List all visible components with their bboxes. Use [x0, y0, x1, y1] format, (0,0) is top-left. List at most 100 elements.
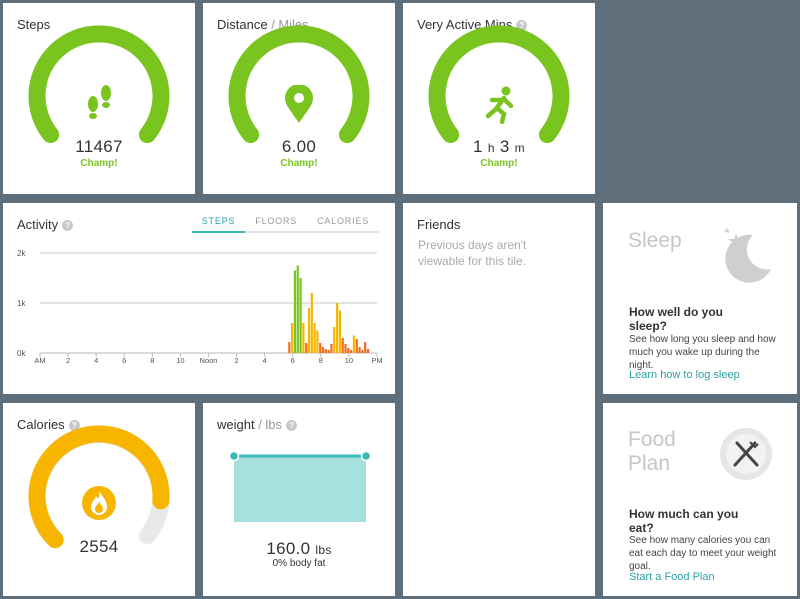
- distance-gauge: [228, 25, 370, 144]
- map-pin-icon: [285, 85, 313, 123]
- help-icon[interactable]: ?: [516, 20, 528, 31]
- fork-knife-icon: [720, 428, 772, 480]
- weight-value: 160.0 lbs: [266, 539, 332, 558]
- activity-bar: [313, 323, 316, 353]
- very-active-status: Champ!: [480, 158, 518, 169]
- activity-chart: 2k 1k 0k AM 2 4 6 8 10 Noon 2 4 6 8 10 PM: [17, 249, 383, 365]
- friends-tile[interactable]: Friends Previous days aren't viewable fo…: [403, 203, 595, 596]
- help-icon[interactable]: ?: [62, 220, 74, 231]
- activity-bar: [324, 349, 327, 353]
- activity-bar: [302, 323, 305, 353]
- tab-steps[interactable]: STEPS: [191, 216, 246, 233]
- activity-bar: [327, 350, 330, 353]
- tab-calories[interactable]: CALORIES: [307, 216, 379, 233]
- tab-floors[interactable]: FLOORS: [245, 216, 308, 233]
- activity-bar: [291, 323, 294, 353]
- calories-tile[interactable]: Calories? 2554: [3, 403, 195, 596]
- very-active-value: 1 h 3 m: [403, 137, 595, 157]
- activity-bar: [333, 327, 336, 353]
- very-active-hours: 1: [473, 137, 483, 156]
- help-icon[interactable]: ?: [286, 420, 298, 431]
- activity-bar: [347, 348, 350, 353]
- flame-icon: [82, 486, 116, 520]
- activity-bar: [321, 347, 325, 353]
- very-active-tile[interactable]: Very Active Mins? 1 h 3 m Champ!: [403, 3, 595, 194]
- activity-bar: [366, 349, 370, 353]
- activity-bar: [299, 278, 302, 353]
- calories-gauge: [28, 425, 170, 549]
- steps-title: Steps: [17, 17, 51, 32]
- activity-bar: [364, 342, 367, 353]
- activity-bar: [316, 330, 319, 353]
- sleep-title: Sleep: [628, 229, 682, 252]
- sleep-tile[interactable]: Sleep How well do you sleep? See how lon…: [603, 203, 797, 394]
- weight-unit: / lbs: [254, 417, 283, 432]
- activity-bar: [352, 335, 356, 353]
- footprints-icon: [88, 85, 111, 119]
- activity-bar: [355, 339, 358, 353]
- sleep-description: See how long you sleep and how much you …: [629, 334, 776, 371]
- weight-value-unit: lbs: [315, 543, 332, 557]
- x-tick-label: 2: [234, 356, 238, 365]
- x-tick-label: 2: [66, 356, 70, 365]
- x-tick-label: AM: [34, 356, 45, 365]
- activity-tile[interactable]: Activity? STEPS FLOORS CALORIES 2k 1k 0k AM 2 4…: [3, 203, 395, 394]
- x-tick-label: 10: [176, 356, 184, 365]
- food-plan-link[interactable]: Start a Food Plan: [629, 571, 715, 583]
- steps-status: Champ!: [80, 158, 118, 169]
- calories-title: Calories?: [17, 417, 80, 432]
- weight-chart: [228, 450, 372, 522]
- activity-title: Activity?: [17, 217, 74, 232]
- food-plan-title: Food Plan: [628, 428, 676, 475]
- activity-bar: [344, 344, 347, 353]
- y-tick-label: 1k: [17, 299, 26, 308]
- x-tick-label: 6: [291, 356, 295, 365]
- sleep-link[interactable]: Learn how to log sleep: [629, 369, 740, 381]
- steps-gauge: [28, 25, 170, 144]
- distance-status: Champ!: [280, 158, 318, 169]
- steps-value: 11467: [75, 137, 123, 156]
- activity-bar: [307, 308, 311, 353]
- activity-bar: [330, 344, 333, 353]
- distance-value: 6.00: [281, 137, 317, 156]
- activity-bar: [288, 342, 291, 353]
- moon-star-icon: [724, 228, 771, 283]
- distance-tile[interactable]: Distance / Miles 6.00 Champ!: [203, 3, 395, 194]
- running-person-icon: [485, 86, 514, 125]
- y-tick-label: 2k: [17, 249, 26, 258]
- activity-bar: [319, 343, 322, 353]
- very-active-mins: 3: [499, 137, 510, 156]
- x-tick-label: PM: [371, 356, 382, 365]
- weight-tile[interactable]: weight / lbs? 160.0 lbs 0% body fat: [203, 403, 395, 596]
- hours-label: h: [487, 141, 495, 155]
- friends-title: Friends: [417, 217, 461, 232]
- mins-label: m: [514, 141, 525, 155]
- activity-bar: [305, 343, 308, 353]
- x-tick-label: 10: [345, 356, 353, 365]
- x-tick-label: 8: [319, 356, 323, 365]
- activity-bar: [293, 270, 297, 353]
- activity-bar: [335, 303, 339, 353]
- activity-bar: [350, 350, 353, 353]
- weight-title: weight / lbs?: [217, 417, 298, 432]
- activity-bar: [361, 350, 364, 353]
- x-tick-label: 6: [122, 356, 126, 365]
- activity-bar: [310, 293, 313, 353]
- activity-bar: [338, 310, 341, 353]
- sleep-question: How well do you sleep?: [629, 305, 724, 333]
- steps-tile[interactable]: Steps 11467 Champ!: [3, 3, 195, 194]
- activity-bar: [341, 338, 344, 353]
- calories-value: 2554: [79, 537, 119, 556]
- friends-message: Previous days aren't viewable for this t…: [418, 238, 527, 268]
- activity-tabs: STEPS FLOORS CALORIES: [191, 216, 379, 233]
- x-tick-label: 8: [150, 356, 154, 365]
- body-fat: 0% body fat: [272, 558, 326, 569]
- food-plan-question: How much can you eat?: [629, 507, 739, 535]
- food-plan-tile[interactable]: Food Plan How much can you eat? See how …: [603, 403, 797, 596]
- very-active-gauge: [428, 25, 570, 144]
- x-tick-label: Noon: [200, 356, 218, 365]
- help-icon[interactable]: ?: [68, 420, 80, 431]
- y-tick-label: 0k: [17, 349, 26, 358]
- activity-bar: [296, 265, 299, 353]
- activity-bar: [358, 347, 361, 353]
